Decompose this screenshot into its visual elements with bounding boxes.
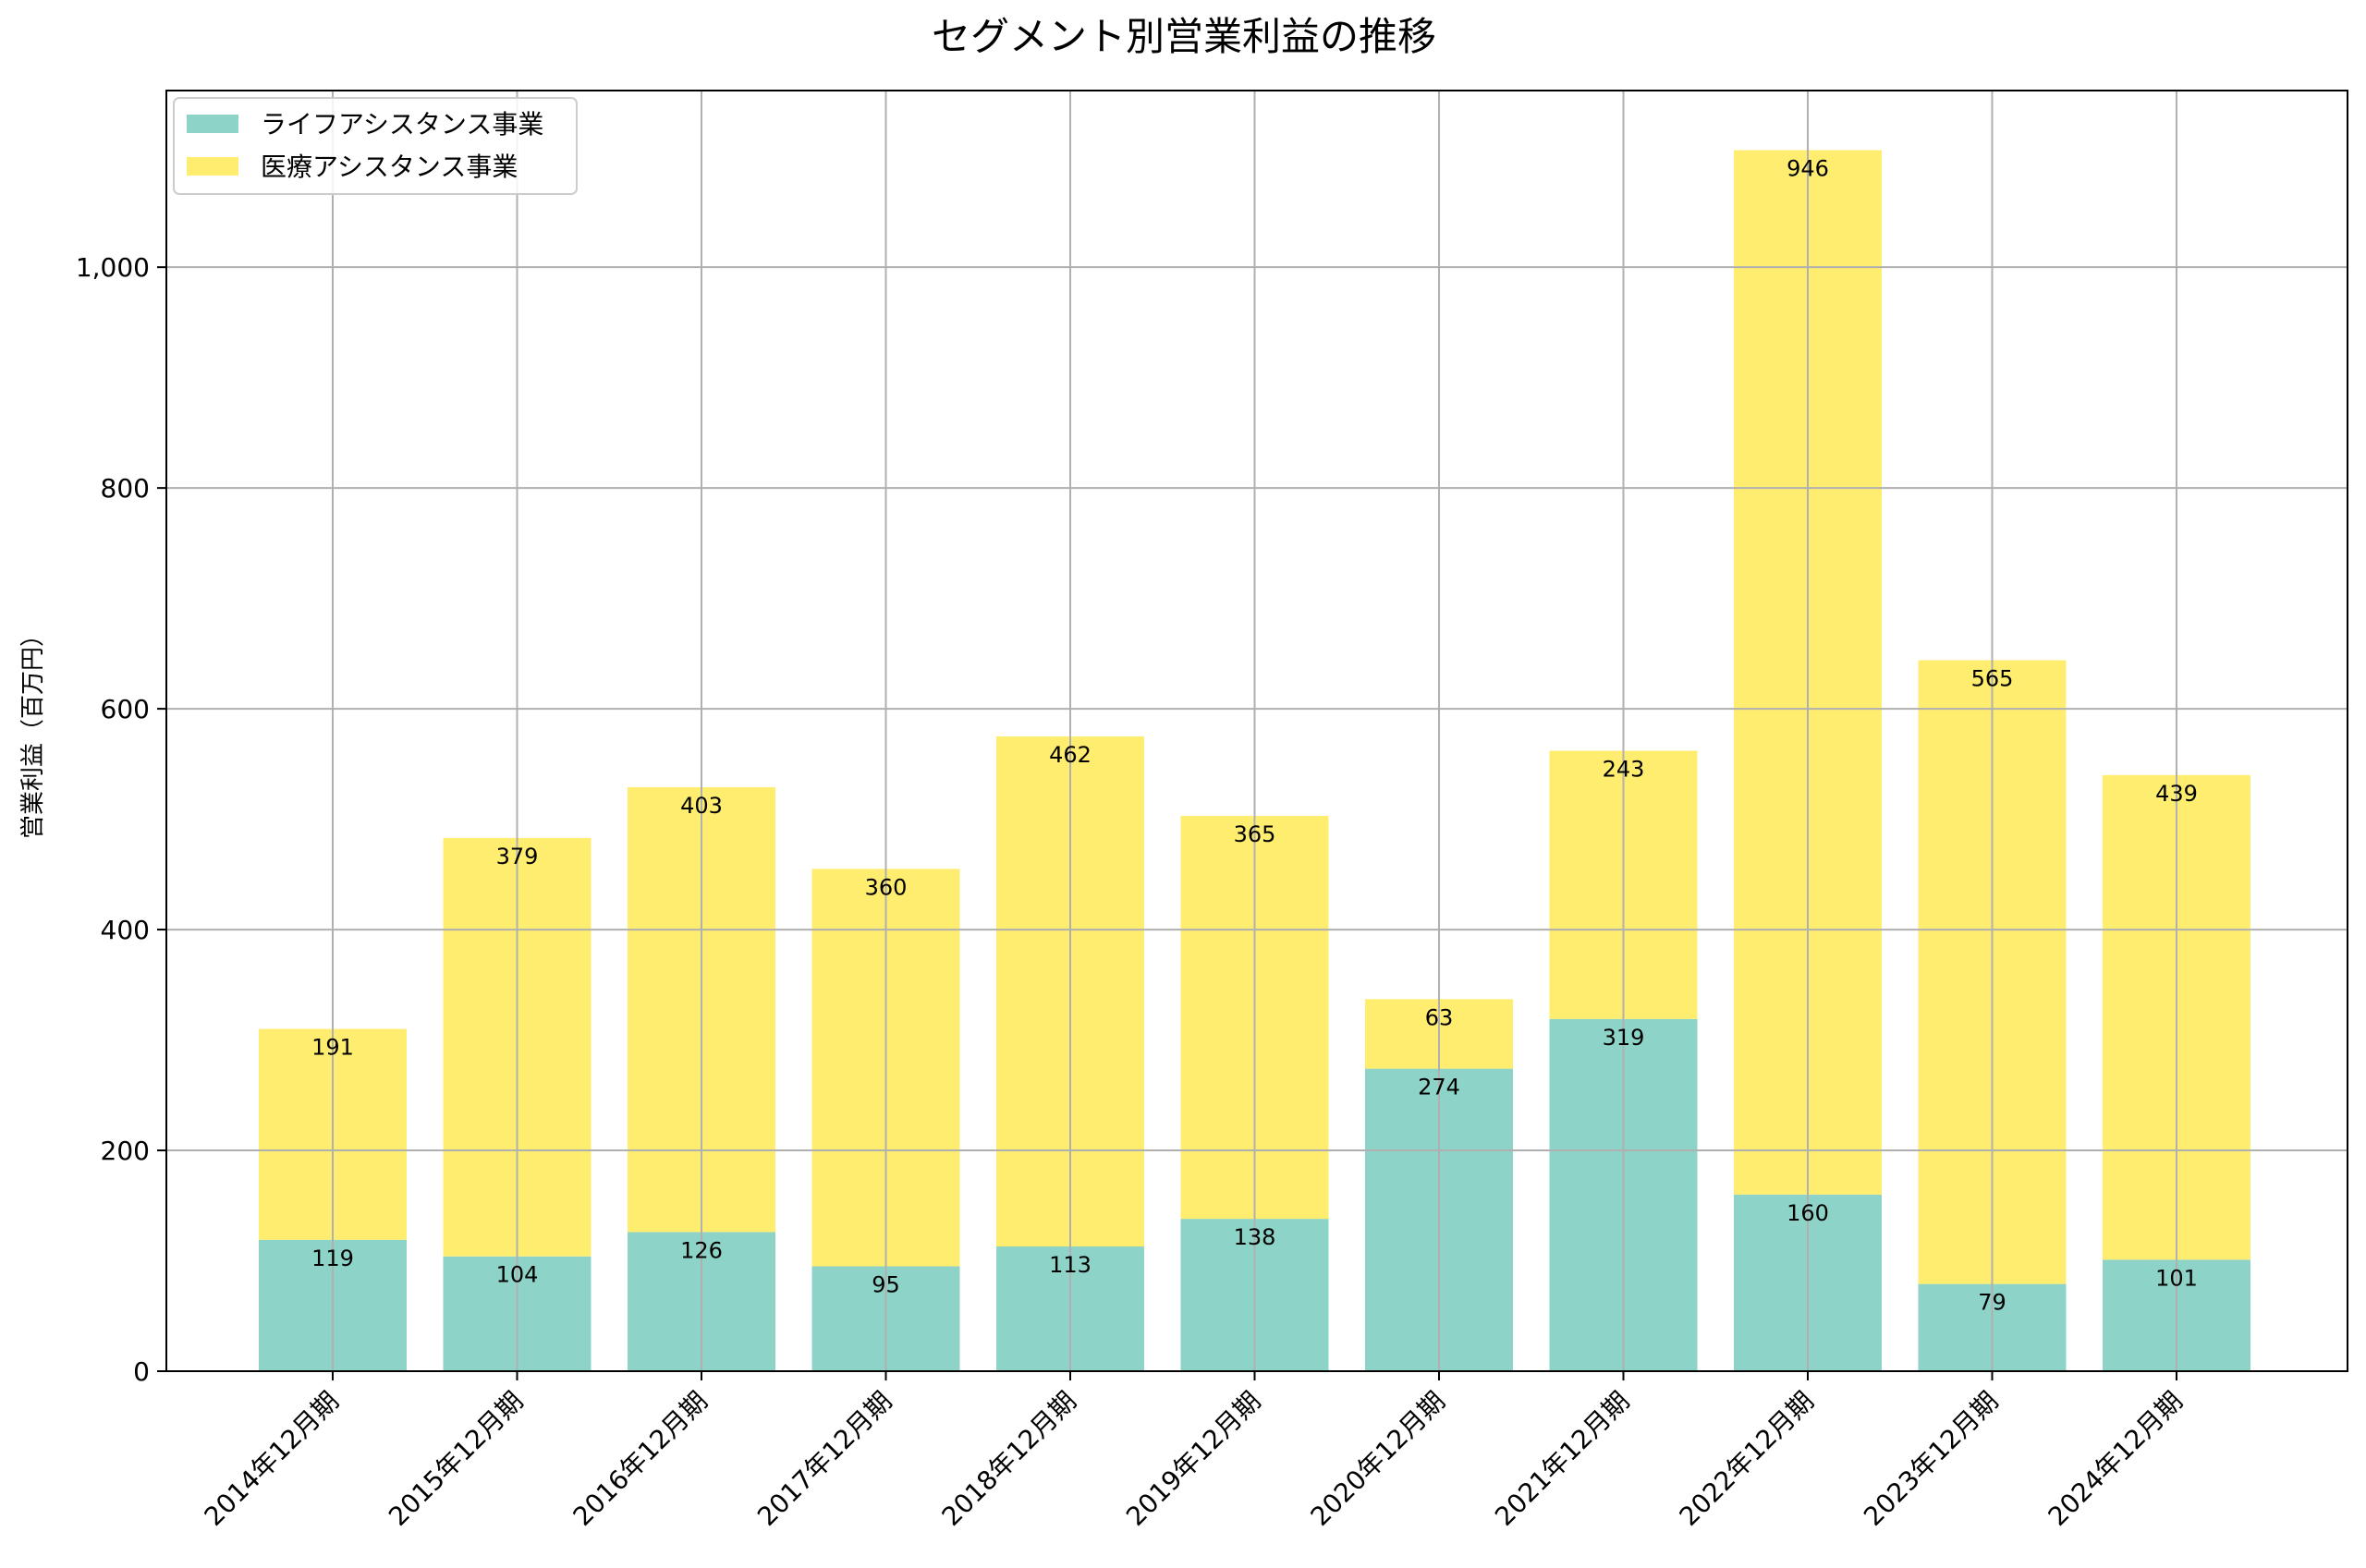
bar-value-label: 126 <box>680 1237 723 1263</box>
x-tick-label: 2014年12月期 <box>199 1386 345 1532</box>
bar-value-label: 243 <box>1603 757 1645 783</box>
bar-value-label: 319 <box>1603 1025 1645 1051</box>
x-tick-label: 2020年12月期 <box>1305 1386 1451 1532</box>
legend: ライフアシスタンス事業 医療アシスタンス事業 <box>173 97 578 195</box>
bar-value-label: 113 <box>1049 1252 1092 1278</box>
y-tick-label: 0 <box>133 1356 150 1387</box>
bar-value-label: 79 <box>1978 1290 2006 1316</box>
x-tick-label: 2016年12月期 <box>567 1386 713 1532</box>
bar-value-label: 439 <box>2155 781 2198 807</box>
y-tick-label: 1,000 <box>76 252 150 283</box>
bar-value-label: 403 <box>680 793 723 819</box>
bar-value-label: 365 <box>1234 821 1276 847</box>
y-tick-label: 600 <box>101 694 150 724</box>
bar-value-label: 104 <box>496 1262 539 1288</box>
legend-swatch-medical-assistance <box>187 157 238 176</box>
grid <box>166 91 2348 1372</box>
bar-value-label: 101 <box>2155 1265 2198 1291</box>
y-tick-label: 800 <box>101 473 150 504</box>
bar-value-label: 95 <box>872 1271 900 1297</box>
bar-value-label: 462 <box>1049 742 1092 768</box>
x-tick-label: 2022年12月期 <box>1674 1386 1820 1532</box>
bar-value-label: 63 <box>1425 1004 1454 1030</box>
legend-box <box>173 97 578 195</box>
bar-value-label: 160 <box>1787 1200 1829 1226</box>
legend-label-life-assistance: ライフアシスタンス事業 <box>261 109 543 140</box>
bar-value-label: 119 <box>311 1246 354 1271</box>
y-tick-label: 400 <box>101 915 150 945</box>
x-tick-label: 2019年12月期 <box>1120 1386 1266 1532</box>
bar-value-label: 379 <box>496 844 539 869</box>
x-tick-label: 2021年12月期 <box>1489 1386 1635 1532</box>
bar-value-label: 274 <box>1418 1075 1460 1100</box>
x-tick-label: 2015年12月期 <box>383 1386 529 1532</box>
x-tick-label: 2018年12月期 <box>936 1386 1082 1532</box>
y-tick-label: 200 <box>101 1136 150 1166</box>
bar-value-label: 946 <box>1787 156 1829 182</box>
y-axis-label: 営業利益（百万円） <box>19 623 47 839</box>
x-tick-label: 2023年12月期 <box>1858 1386 2004 1532</box>
legend-swatch-life-assistance <box>187 115 238 133</box>
bar-value-label: 138 <box>1234 1224 1276 1250</box>
plot-area-frame <box>165 90 2348 1372</box>
chart-title: セグメント別営業利益の推移 <box>932 14 1436 59</box>
data-labels: 119 104 126 95 113 138 274 319 160 79 101 191 379 403… <box>311 156 2198 1316</box>
x-tick-label: 2017年12月期 <box>751 1386 897 1532</box>
bar-value-label: 360 <box>865 874 908 900</box>
bar-value-label: 191 <box>311 1035 354 1061</box>
bar-value-label: 565 <box>1971 666 2014 692</box>
x-tick-label: 2024年12月期 <box>2043 1386 2189 1532</box>
legend-label-medical-assistance: 医療アシスタンス事業 <box>261 152 518 182</box>
